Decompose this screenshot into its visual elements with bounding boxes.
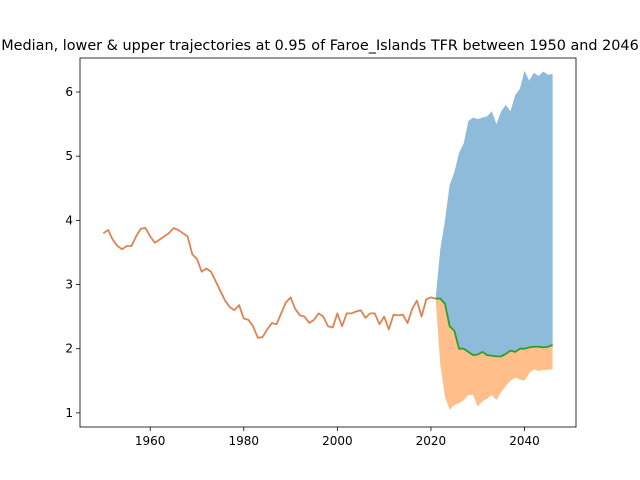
x-tick-label: 1980 bbox=[229, 434, 260, 448]
upper-band bbox=[435, 70, 553, 357]
x-tick-label: 2000 bbox=[322, 434, 353, 448]
plot-frame bbox=[79, 57, 577, 428]
x-tick-label: 1960 bbox=[135, 434, 166, 448]
x-tick-label: 2040 bbox=[509, 434, 540, 448]
y-tick-label: 2 bbox=[65, 342, 73, 356]
chart-title: Median, lower & upper trajectories at 0.… bbox=[1, 38, 639, 54]
y-axis: 1 2 3 4 5 6 bbox=[65, 85, 80, 420]
lines-layer bbox=[102, 227, 553, 358]
y-tick-label: 5 bbox=[65, 149, 73, 163]
y-tick-label: 3 bbox=[65, 278, 73, 292]
x-tick-label: 2020 bbox=[416, 434, 447, 448]
median-line bbox=[435, 297, 553, 358]
y-tick-label: 1 bbox=[65, 406, 73, 420]
lower-band bbox=[435, 298, 553, 410]
historical-line bbox=[102, 227, 436, 339]
y-tick-label: 6 bbox=[65, 85, 73, 99]
y-tick-label: 4 bbox=[65, 213, 73, 227]
x-axis: 1960 1980 2000 2020 2040 bbox=[135, 427, 540, 448]
bands-layer bbox=[435, 70, 553, 410]
